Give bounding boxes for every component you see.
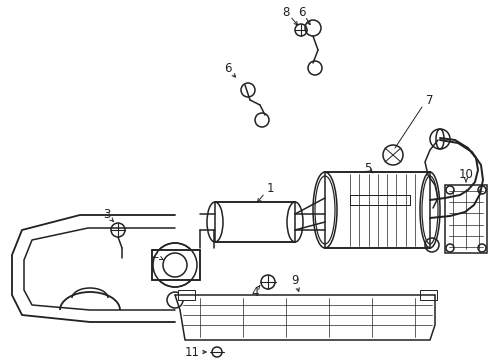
Text: 6: 6 xyxy=(298,5,305,18)
Text: 1: 1 xyxy=(265,181,273,194)
Text: 11: 11 xyxy=(184,346,199,359)
Text: 9: 9 xyxy=(291,274,298,287)
Polygon shape xyxy=(349,195,409,205)
Bar xyxy=(444,185,486,253)
Text: 6: 6 xyxy=(224,62,231,75)
Text: 7: 7 xyxy=(426,94,433,107)
Polygon shape xyxy=(215,202,294,242)
Polygon shape xyxy=(178,290,195,300)
Text: 4: 4 xyxy=(251,285,258,298)
Polygon shape xyxy=(152,250,200,280)
Polygon shape xyxy=(419,290,436,300)
Polygon shape xyxy=(325,172,429,248)
Text: 10: 10 xyxy=(458,168,472,181)
Text: 3: 3 xyxy=(103,208,110,221)
Text: 5: 5 xyxy=(364,162,371,175)
Text: 2: 2 xyxy=(151,248,159,261)
Text: 8: 8 xyxy=(282,5,289,18)
